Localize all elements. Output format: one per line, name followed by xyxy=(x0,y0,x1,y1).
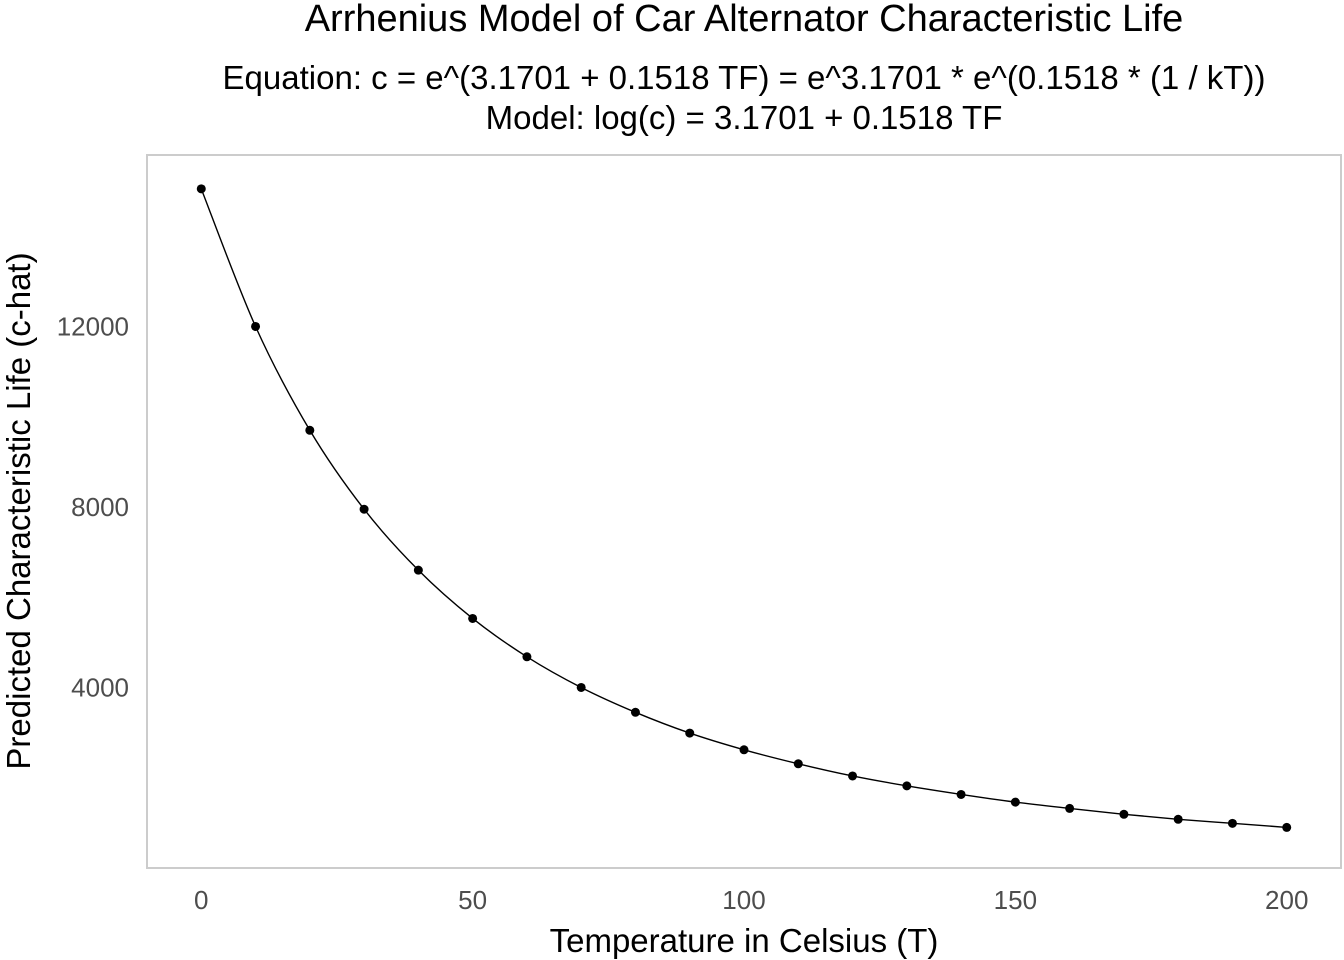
data-point xyxy=(956,789,966,799)
data-point xyxy=(468,613,478,623)
data-point xyxy=(739,745,749,755)
data-point xyxy=(576,682,586,692)
x-tick-label: 50 xyxy=(458,885,487,915)
x-tick-label: 150 xyxy=(994,885,1037,915)
data-point xyxy=(1010,797,1020,807)
x-axis-tick-labels: 0 50 100 150 200 xyxy=(194,885,1308,915)
y-axis-title: Predicted Characteristic Life (c-hat) xyxy=(0,252,37,769)
y-axis-tick-labels: 4000 8000 12000 xyxy=(57,311,129,702)
data-point xyxy=(1227,818,1237,828)
series-line xyxy=(200,188,1287,829)
data-point xyxy=(1173,814,1183,824)
data-point xyxy=(1119,809,1129,819)
data-point xyxy=(848,771,858,781)
y-tick-label: 8000 xyxy=(71,492,129,522)
data-point xyxy=(359,504,369,514)
chart-subtitle-line-1: Equation: c = e^(3.1701 + 0.1518 TF) = e… xyxy=(223,59,1266,96)
data-point xyxy=(522,652,532,662)
y-tick-label: 12000 xyxy=(57,311,129,341)
x-tick-label: 100 xyxy=(722,885,765,915)
series-points xyxy=(196,184,1292,832)
y-tick-label: 4000 xyxy=(71,672,129,702)
plot-panel-border xyxy=(146,154,1342,869)
data-point xyxy=(793,759,803,769)
x-axis-title: Temperature in Celsius (T) xyxy=(550,922,939,959)
data-point xyxy=(413,565,423,575)
data-point xyxy=(251,321,261,331)
data-point xyxy=(1282,822,1292,832)
data-point xyxy=(305,425,315,435)
chart-title: Arrhenius Model of Car Alternator Charac… xyxy=(305,0,1184,40)
data-point xyxy=(196,184,206,194)
x-tick-label: 200 xyxy=(1265,885,1308,915)
x-tick-label: 0 xyxy=(194,885,208,915)
chart-subtitle-line-2: Model: log(c) = 3.1701 + 0.1518 TF xyxy=(486,99,1003,136)
data-point xyxy=(902,781,912,791)
data-point xyxy=(630,707,640,717)
data-point xyxy=(685,728,695,738)
data-point xyxy=(1065,803,1075,813)
